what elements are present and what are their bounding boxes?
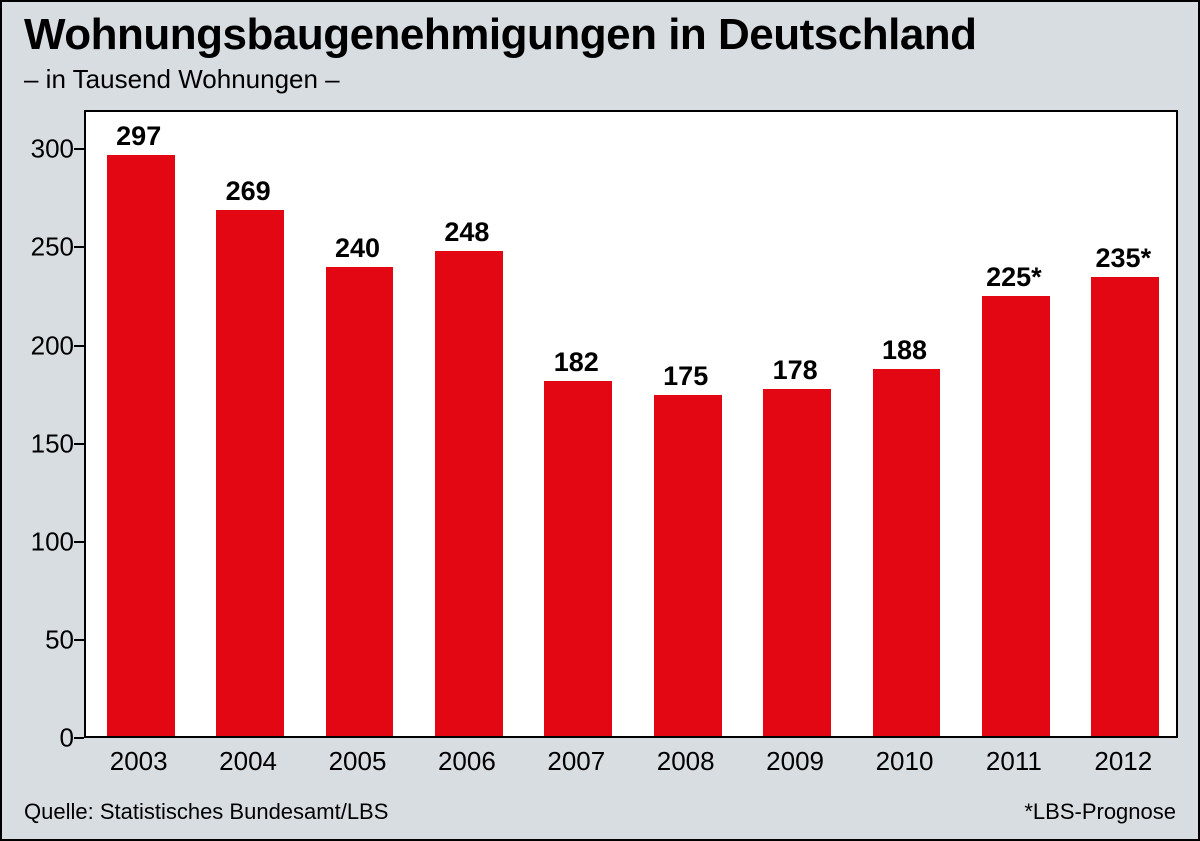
bar [763, 389, 831, 736]
bar [873, 369, 941, 736]
footnote-text: *LBS-Prognose [1024, 799, 1176, 825]
bar [982, 296, 1050, 736]
y-axis-tick-label: 150 [14, 428, 74, 459]
bar-value-label: 175 [663, 361, 708, 392]
y-axis-tick-mark [74, 541, 84, 543]
y-axis-tick-label: 250 [14, 232, 74, 263]
bar-value-label: 240 [335, 233, 380, 264]
bar-value-label: 178 [773, 355, 818, 386]
source-text: Quelle: Statistisches Bundesamt/LBS [24, 799, 388, 825]
bar-value-label: 182 [554, 347, 599, 378]
bar-value-label: 225* [986, 262, 1042, 293]
bar [654, 395, 722, 736]
bar-value-label: 269 [226, 176, 271, 207]
bar [435, 251, 503, 736]
y-axis-tick-mark [74, 737, 84, 739]
y-axis-tick-label: 100 [14, 526, 74, 557]
chart-subtitle: – in Tausend Wohnungen – [24, 64, 340, 95]
x-axis-tick-label: 2007 [547, 746, 605, 777]
x-axis-tick-label: 2008 [657, 746, 715, 777]
y-axis-tick-label: 0 [14, 723, 74, 754]
x-axis-tick-label: 2003 [110, 746, 168, 777]
bar [1091, 277, 1159, 736]
y-axis-tick-label: 50 [14, 624, 74, 655]
bar-value-label: 248 [444, 217, 489, 248]
bar [216, 210, 284, 736]
bar-value-label: 188 [882, 335, 927, 366]
chart-title: Wohnungsbaugenehmigungen in Deutschland [24, 10, 977, 60]
y-axis-tick-mark [74, 345, 84, 347]
x-axis-tick-label: 2010 [876, 746, 934, 777]
y-axis-tick-mark [74, 443, 84, 445]
x-axis-tick-label: 2011 [986, 746, 1042, 777]
x-axis-tick-label: 2009 [766, 746, 824, 777]
bar [326, 267, 394, 736]
y-axis-tick-mark [74, 246, 84, 248]
x-axis-tick-label: 2012 [1094, 746, 1152, 777]
y-axis-tick-label: 300 [14, 134, 74, 165]
bar-value-label: 235* [1096, 243, 1152, 274]
y-axis-tick-mark [74, 639, 84, 641]
bar-value-label: 297 [116, 121, 161, 152]
bar [544, 381, 612, 736]
chart-container: Wohnungsbaugenehmigungen in Deutschland … [0, 0, 1200, 841]
x-axis-tick-label: 2006 [438, 746, 496, 777]
x-axis-tick-label: 2005 [329, 746, 387, 777]
bar [107, 155, 175, 736]
y-axis-tick-mark [74, 148, 84, 150]
y-axis-tick-label: 200 [14, 330, 74, 361]
x-axis-tick-label: 2004 [219, 746, 277, 777]
